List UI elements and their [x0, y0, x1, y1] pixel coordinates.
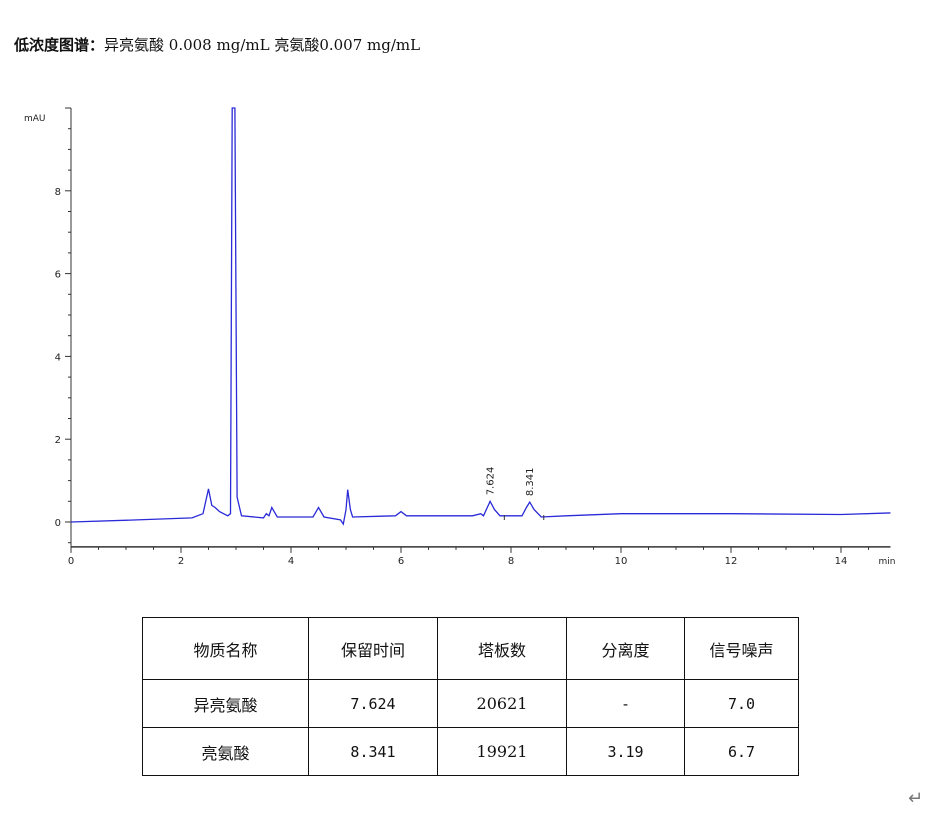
table-row: 亮氨酸 8.341 19921 3.19 6.7 — [142, 727, 799, 776]
x-tick-label: 10 — [615, 556, 628, 567]
peak-label: 7.624 — [485, 467, 496, 496]
x-tick-label: 12 — [725, 556, 738, 567]
cell: 异亮氨酸 — [142, 679, 309, 728]
x-tick-label: 0 — [68, 556, 74, 567]
y-axis-label: mAU — [24, 114, 46, 124]
header-cell: 保留时间 — [308, 617, 438, 680]
cell: 6.7 — [684, 727, 799, 776]
y-tick-label: 0 — [55, 518, 61, 529]
x-axis-label: min — [879, 557, 896, 567]
x-tick-label: 2 — [178, 556, 184, 567]
y-tick-label: 4 — [55, 352, 61, 363]
chromatogram-chart: 0 2 4 6 8 0 2 4 6 8 10 12 14 min mAU 7.624 8.341 — [24, 107, 896, 567]
x-tick-label: 4 — [288, 556, 294, 567]
cell: 亮氨酸 — [142, 727, 309, 776]
cell: 8.341 — [308, 727, 438, 776]
figure-caption: 低浓度图谱：异亮氨酸 0.008 mg/mL 亮氨酸0.007 mg/mL — [14, 34, 420, 55]
y-tick-label: 2 — [55, 435, 61, 446]
header-cell: 分离度 — [566, 617, 685, 680]
header-cell: 信号噪声 — [684, 617, 799, 680]
cell: 3.19 — [566, 727, 685, 776]
caption-text: 异亮氨酸 0.008 mg/mL 亮氨酸0.007 mg/mL — [104, 36, 421, 54]
x-tick-label: 14 — [835, 556, 848, 567]
x-tick-label: 8 — [508, 556, 514, 567]
y-tick-label: 6 — [55, 270, 61, 281]
table-header-row: 物质名称 保留时间 塔板数 分离度 信号噪声 — [142, 617, 799, 680]
cell: - — [566, 679, 685, 728]
caption-label: 低浓度图谱： — [14, 36, 105, 54]
peak-label: 8.341 — [525, 467, 536, 496]
chromatogram-trace — [70, 107, 891, 526]
results-table: 物质名称 保留时间 塔板数 分离度 信号噪声 异亮氨酸 7.624 20621 … — [142, 617, 799, 776]
cell: 20621 — [437, 679, 567, 728]
cell: 7.0 — [684, 679, 799, 728]
y-tick-label: 8 — [55, 187, 61, 198]
header-cell: 塔板数 — [437, 617, 567, 680]
header-cell: 物质名称 — [142, 617, 309, 680]
cell: 7.624 — [308, 679, 438, 728]
table-row: 异亮氨酸 7.624 20621 - 7.0 — [142, 679, 799, 728]
paragraph-mark: ↵ — [908, 788, 924, 809]
x-tick-label: 6 — [398, 556, 404, 567]
cell: 19921 — [437, 727, 567, 776]
